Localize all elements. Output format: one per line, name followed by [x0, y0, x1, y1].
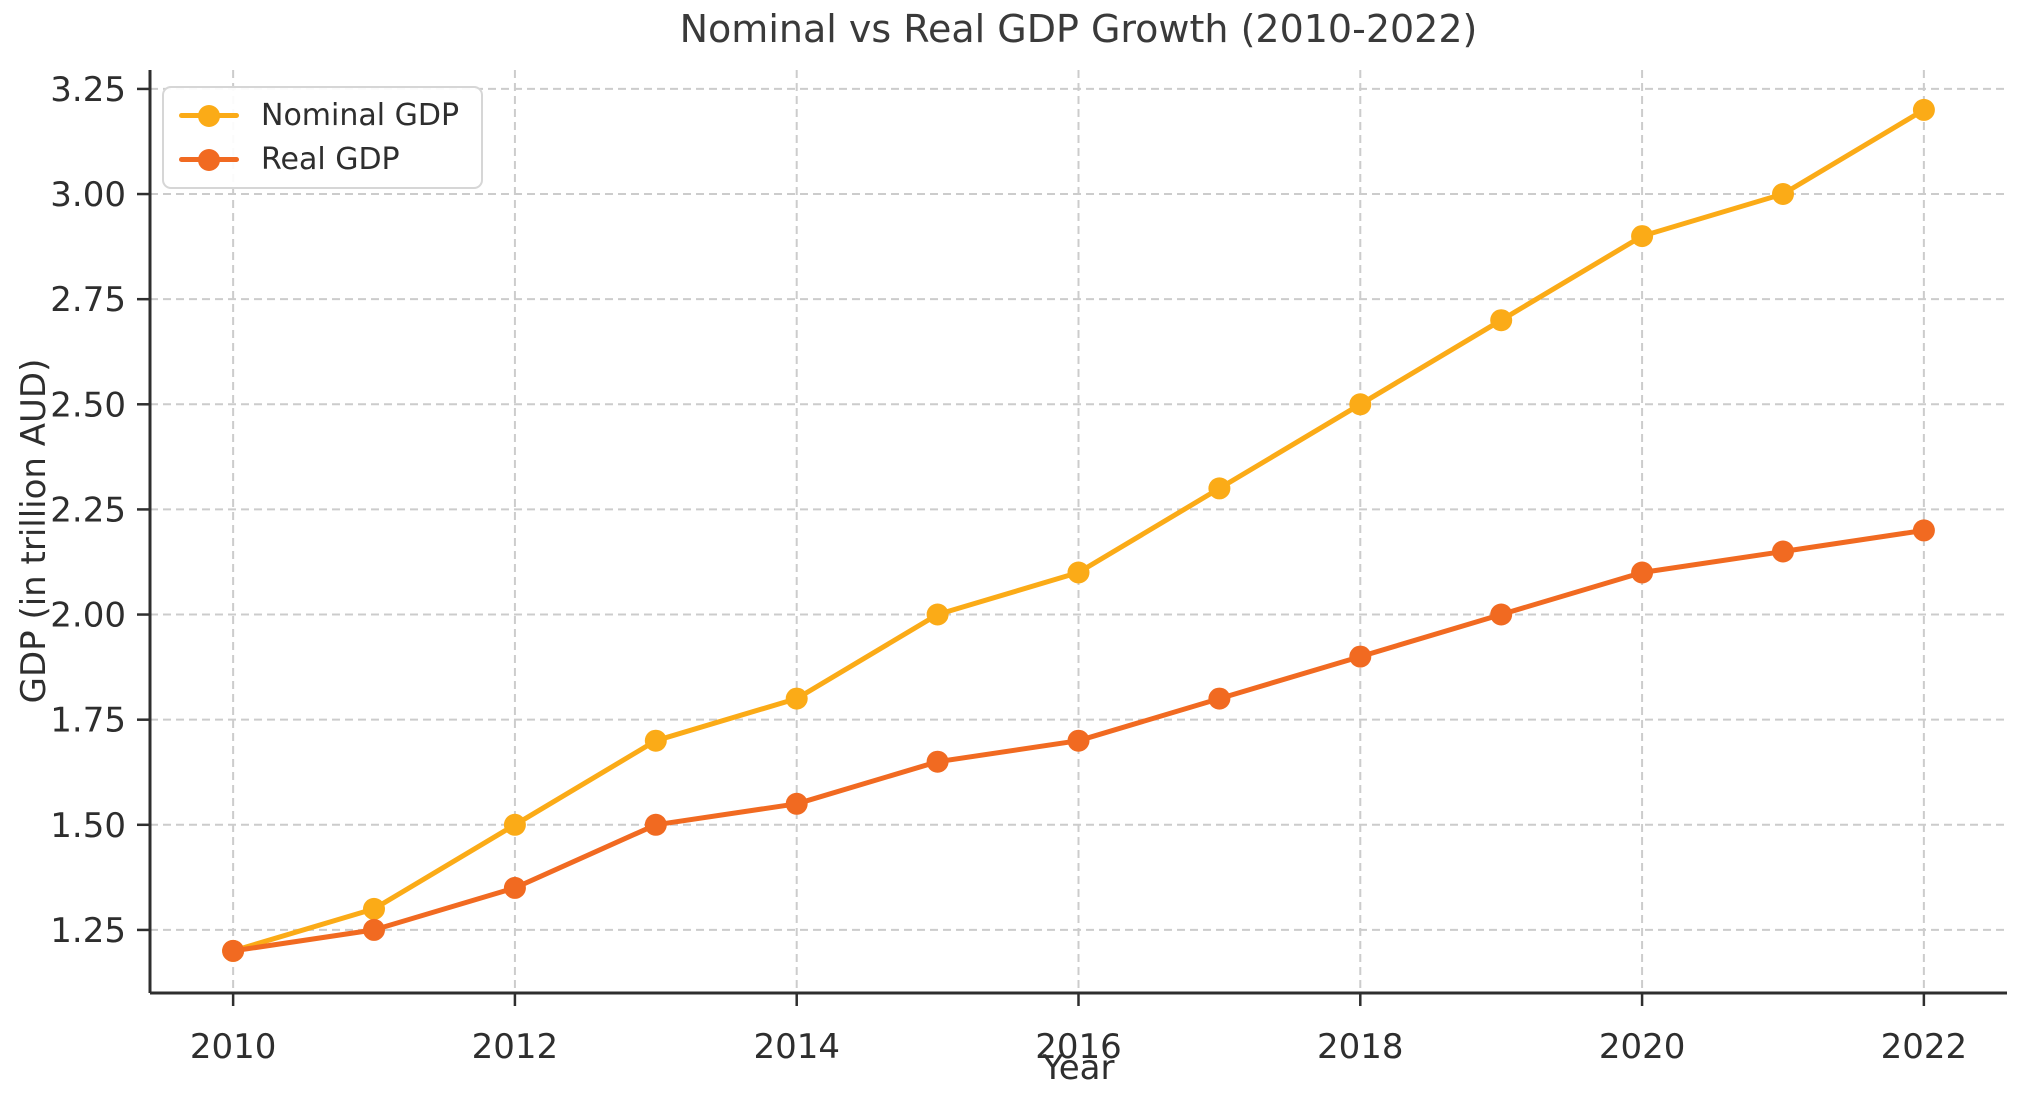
y-tick-label-2.75: 2.75 — [50, 280, 126, 320]
x-tick-label-2010: 2010 — [190, 1027, 277, 1067]
x-tick-label-2018: 2018 — [1317, 1027, 1404, 1067]
x-tick-label-2020: 2020 — [1599, 1027, 1686, 1067]
x-tick-label-2014: 2014 — [753, 1027, 840, 1067]
legend-line-marker-icon — [179, 148, 239, 172]
marker-nominal-gdp-2011 — [363, 897, 385, 920]
marker-nominal-gdp-2016 — [1067, 561, 1090, 584]
marker-nominal-gdp-2012 — [503, 813, 526, 836]
marker-real-gdp-2013 — [644, 813, 667, 836]
marker-real-gdp-2021 — [1772, 540, 1794, 563]
marker-real-gdp-2011 — [363, 918, 385, 941]
y-tick-label-2.50: 2.50 — [50, 385, 126, 425]
marker-real-gdp-2012 — [503, 876, 526, 899]
x-tick-label-2012: 2012 — [472, 1027, 559, 1067]
marker-nominal-gdp-2015 — [926, 603, 949, 626]
marker-real-gdp-2022 — [1912, 519, 1935, 542]
y-tick-label-2.25: 2.25 — [50, 490, 126, 530]
marker-real-gdp-2015 — [926, 750, 949, 773]
legend-line-marker-icon — [179, 104, 239, 128]
legend-box: Nominal GDP Real GDP — [162, 86, 484, 189]
legend-entry-nominal-gdp: Nominal GDP — [179, 97, 459, 134]
marker-real-gdp-2016 — [1067, 729, 1090, 752]
chart-title: Nominal vs Real GDP Growth (2010-2022) — [679, 7, 1478, 51]
marker-nominal-gdp-2018 — [1349, 393, 1372, 416]
legend-entry-real-gdp: Real GDP — [179, 141, 459, 178]
x-tick-label-2016: 2016 — [1035, 1027, 1122, 1067]
y-tick-label-1.75: 1.75 — [50, 701, 126, 741]
marker-real-gdp-2017 — [1208, 687, 1231, 710]
marker-real-gdp-2020 — [1631, 561, 1654, 584]
y-tick-label-1.25: 1.25 — [50, 911, 126, 951]
x-tick-label-2022: 2022 — [1881, 1027, 1968, 1067]
x-axis-label: Year — [1042, 1048, 1115, 1088]
marker-nominal-gdp-2021 — [1772, 183, 1794, 205]
marker-real-gdp-2018 — [1349, 645, 1372, 668]
marker-real-gdp-2019 — [1490, 603, 1513, 626]
legend-marker-dot — [198, 148, 220, 171]
marker-real-gdp-2014 — [785, 792, 808, 815]
y-tick-label-1.50: 1.50 — [50, 806, 126, 846]
marker-nominal-gdp-2017 — [1208, 477, 1231, 500]
y-tick-label-3.25: 3.25 — [50, 70, 126, 110]
legend-marker-dot — [198, 104, 220, 127]
marker-nominal-gdp-2020 — [1631, 225, 1654, 248]
y-tick-label-3.00: 3.00 — [50, 175, 126, 215]
marker-nominal-gdp-2013 — [644, 729, 667, 752]
y-tick-label-2.00: 2.00 — [50, 596, 126, 636]
legend-label: Nominal GDP — [261, 98, 460, 133]
marker-nominal-gdp-2014 — [785, 687, 808, 710]
legend-label: Real GDP — [261, 142, 400, 177]
marker-nominal-gdp-2019 — [1490, 309, 1513, 332]
marker-real-gdp-2010 — [222, 939, 245, 962]
marker-nominal-gdp-2022 — [1912, 98, 1935, 121]
